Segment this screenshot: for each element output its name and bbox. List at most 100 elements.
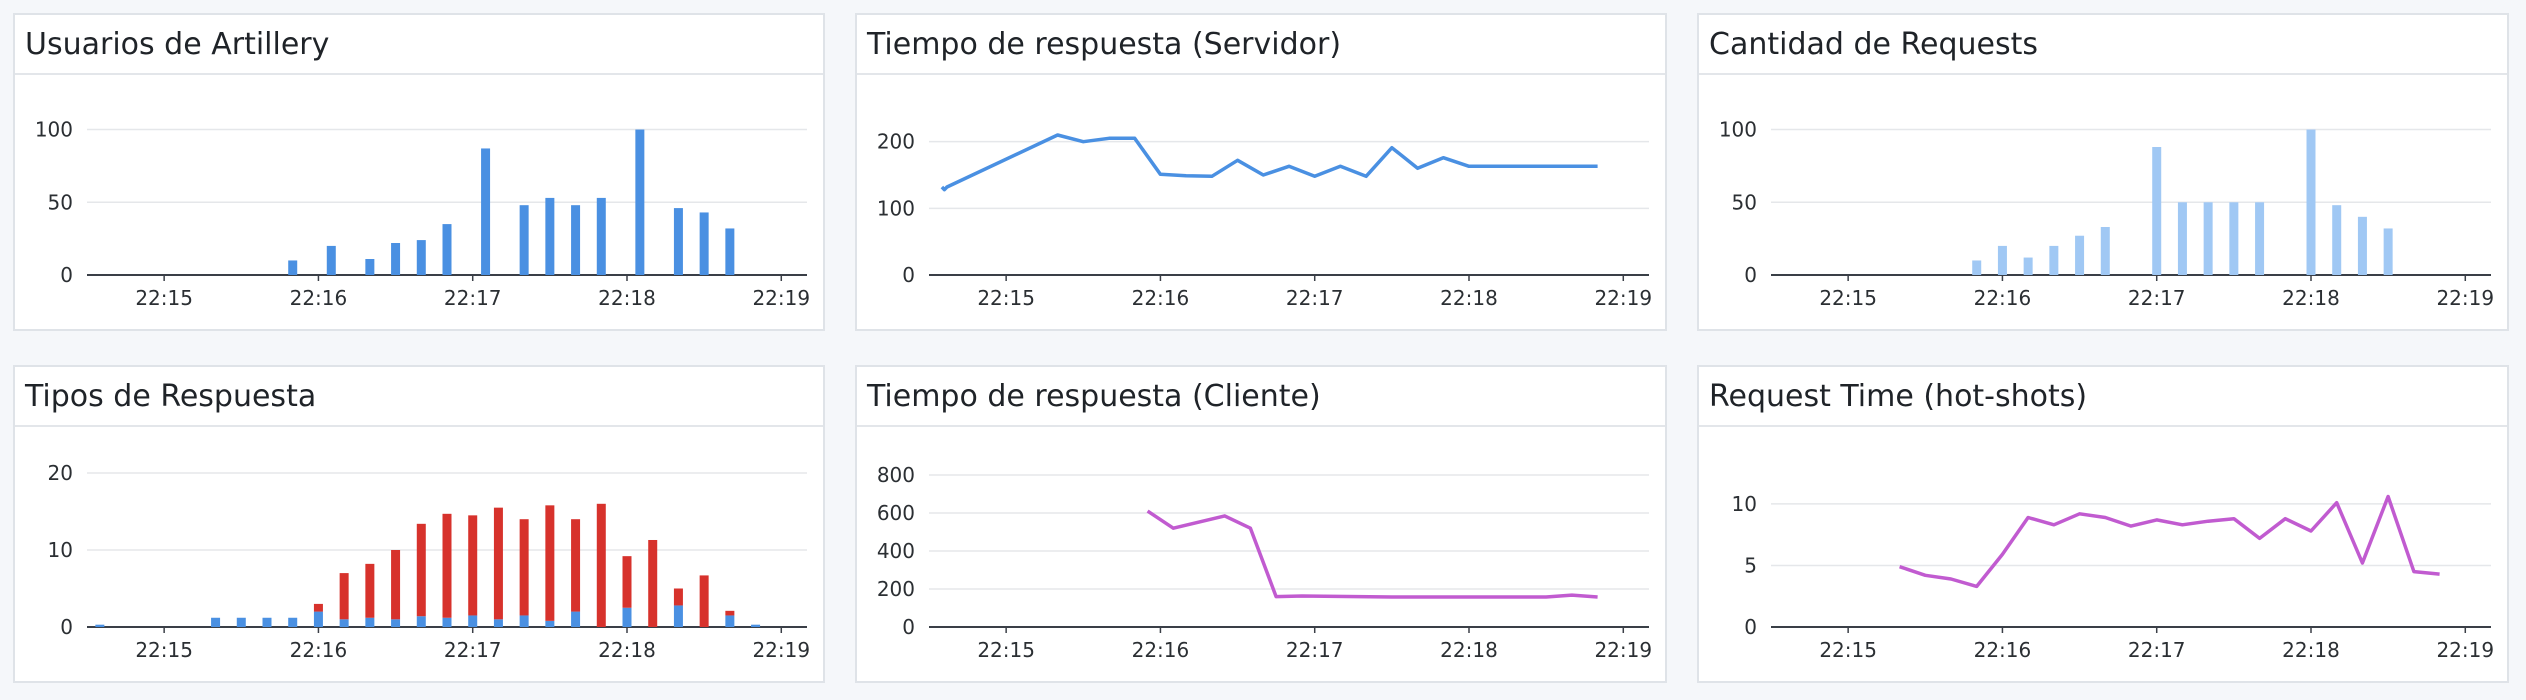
bar[interactable]: [2203, 202, 2213, 275]
bar[interactable]: [2049, 245, 2059, 275]
bar-segment-success[interactable]: [442, 617, 452, 627]
bar[interactable]: [725, 228, 735, 275]
x-tick-label: 22:19: [1594, 638, 1652, 662]
x-tick-label: 22:16: [1974, 286, 2032, 310]
series-line[interactable]: [1899, 494, 2440, 589]
bar-segment-success[interactable]: [416, 616, 426, 627]
bar[interactable]: [1972, 260, 1982, 275]
bar-segment-error[interactable]: [725, 610, 735, 616]
bar-segment-success[interactable]: [673, 605, 683, 627]
bar-segment-success[interactable]: [468, 615, 478, 627]
bar-segment-success[interactable]: [571, 611, 581, 627]
x-tick-label: 22:18: [598, 638, 656, 662]
bar-segment-error[interactable]: [699, 575, 709, 627]
bar-segment-success[interactable]: [288, 617, 298, 627]
bar-segment-success[interactable]: [391, 619, 401, 627]
bar-segment-error[interactable]: [313, 603, 323, 612]
x-tick-label: 22:15: [135, 638, 193, 662]
x-tick-label: 22:17: [444, 638, 502, 662]
bar-segment-success[interactable]: [622, 607, 632, 627]
bar[interactable]: [596, 197, 606, 275]
bar[interactable]: [416, 240, 426, 275]
x-tick-label: 22:17: [444, 286, 502, 310]
bar-segment-success[interactable]: [545, 620, 555, 627]
bar-segment-success[interactable]: [339, 619, 349, 627]
panel-header[interactable]: Cantidad de Requests: [1699, 15, 2507, 75]
bar[interactable]: [2075, 235, 2085, 275]
panel-title: Cantidad de Requests: [1709, 26, 2038, 62]
bar[interactable]: [2306, 129, 2316, 275]
bar-segment-error[interactable]: [545, 505, 555, 621]
bar-segment-success[interactable]: [262, 617, 272, 627]
bar[interactable]: [545, 197, 555, 275]
bar-segment-error[interactable]: [673, 588, 683, 606]
bar[interactable]: [2229, 202, 2239, 275]
bar-segment-error[interactable]: [468, 515, 478, 616]
chart-usuarios-artillery: 0 50 100 22:15 22:16 22:17 22:18 22:19: [35, 118, 810, 310]
bar[interactable]: [2383, 228, 2393, 275]
y-tick-label: 0: [902, 263, 915, 287]
bar-segment-error[interactable]: [571, 519, 581, 612]
series-line[interactable]: [1146, 509, 1598, 599]
x-tick-label: 22:19: [2436, 638, 2494, 662]
bar[interactable]: [2357, 216, 2367, 275]
bar-segment-success[interactable]: [493, 619, 503, 627]
bar[interactable]: [288, 260, 298, 275]
bar[interactable]: [481, 148, 491, 275]
series-line[interactable]: [940, 133, 1598, 192]
bar-segment-error[interactable]: [596, 503, 606, 627]
bar-segment-error[interactable]: [416, 523, 426, 617]
bar-segment-error[interactable]: [622, 556, 632, 608]
panel-header[interactable]: Tipos de Respuesta: [15, 367, 823, 427]
x-tick-label: 22:18: [1440, 638, 1498, 662]
panel-header[interactable]: Tiempo de respuesta (Servidor): [857, 15, 1665, 75]
x-tick-label: 22:15: [977, 286, 1035, 310]
bar[interactable]: [326, 245, 336, 275]
bar-segment-success[interactable]: [725, 615, 735, 627]
bar-segment-success[interactable]: [365, 617, 375, 627]
bar-segment-error[interactable]: [519, 519, 529, 616]
panel-header[interactable]: Tiempo de respuesta (Cliente): [857, 367, 1665, 427]
bar[interactable]: [699, 212, 709, 275]
panel-request-time-hot-shots: Request Time (hot-shots) 0 5 10 22:15 22:16 2…: [1697, 365, 2509, 683]
y-tick-label: 10: [48, 538, 73, 562]
bar-segment-success[interactable]: [211, 617, 221, 627]
bar-segment-error[interactable]: [493, 507, 503, 620]
bar[interactable]: [365, 259, 375, 275]
bar[interactable]: [442, 224, 452, 275]
bar[interactable]: [391, 243, 401, 275]
y-tick-label: 5: [1744, 553, 1757, 577]
bar-segment-success[interactable]: [519, 615, 529, 627]
bar-segment-success[interactable]: [236, 617, 246, 627]
bar[interactable]: [571, 205, 581, 275]
x-tick-label: 22:16: [290, 638, 348, 662]
chart-tiempo-respuesta-servidor: 0 100 200 22:15 22:16 22:17 22:18 22:19: [877, 130, 1652, 310]
bar[interactable]: [635, 129, 645, 275]
panel-tiempo-respuesta-servidor: Tiempo de respuesta (Servidor) 0 100 200 22…: [855, 13, 1667, 331]
bar[interactable]: [673, 208, 683, 275]
bar[interactable]: [2100, 227, 2110, 275]
bar[interactable]: [2152, 147, 2162, 275]
x-tick-label: 22:15: [1819, 286, 1877, 310]
bar-segment-error[interactable]: [648, 539, 658, 627]
y-tick-label: 800: [877, 463, 915, 487]
bar[interactable]: [2332, 205, 2342, 275]
bar[interactable]: [2255, 202, 2265, 275]
panel-header[interactable]: Usuarios de Artillery: [15, 15, 823, 75]
bar-segment-error[interactable]: [365, 563, 375, 618]
bar[interactable]: [2177, 202, 2187, 275]
bar[interactable]: [1997, 245, 2007, 275]
y-tick-label: 0: [60, 263, 73, 287]
y-tick-label: 100: [1719, 118, 1757, 142]
panel-header[interactable]: Request Time (hot-shots): [1699, 367, 2507, 427]
bar-segment-error[interactable]: [391, 550, 401, 620]
bar-segment-error[interactable]: [442, 513, 452, 618]
bar-segment-success[interactable]: [95, 624, 105, 627]
bar-segment-success[interactable]: [313, 611, 323, 627]
x-tick-label: 22:17: [2128, 286, 2186, 310]
x-tick-label: 22:18: [1440, 286, 1498, 310]
bar-segment-error[interactable]: [339, 573, 349, 620]
bar[interactable]: [2023, 257, 2033, 275]
bar[interactable]: [519, 205, 529, 275]
bar-segment-success[interactable]: [751, 624, 761, 627]
